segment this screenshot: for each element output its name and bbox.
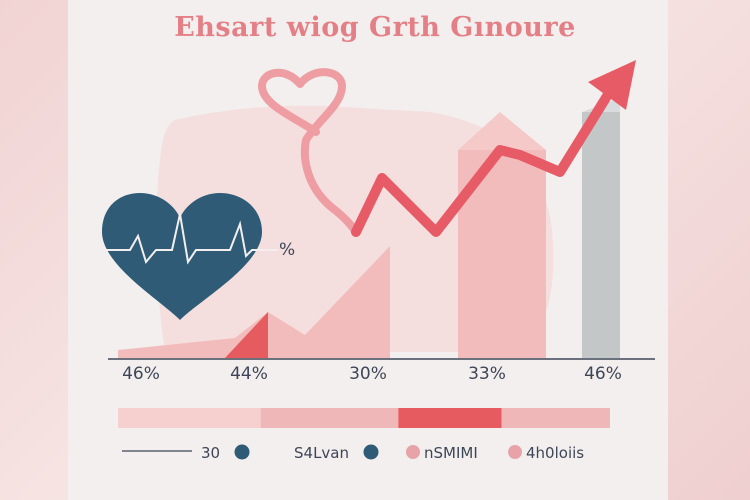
legend-marker-1: [234, 444, 250, 460]
heart-percent-label: %: [279, 240, 296, 260]
area-accent: [225, 312, 268, 358]
bar-segment-1: [118, 408, 261, 428]
tick-label-5: 46%: [584, 364, 622, 384]
legend-label-2: S4Lvan: [294, 444, 349, 462]
legend-marker-4: [508, 445, 522, 459]
pulse-line-icon: [105, 213, 278, 265]
growth-arrow-line: [351, 83, 617, 237]
growth-arrow-head: [588, 60, 636, 110]
tick-label-4: 33%: [468, 364, 506, 384]
bar-segment-2: [260, 408, 399, 428]
heart-icon: [102, 193, 262, 320]
area-series: [118, 246, 390, 358]
legend-marker-2: [363, 444, 379, 460]
legend-label-3: nSMIMI: [424, 444, 478, 462]
bar-segment-4: [501, 408, 610, 428]
tick-label-3: 30%: [349, 364, 387, 384]
legend-label-4: 4h0loiis: [526, 444, 585, 462]
legend-label-1: 30: [201, 444, 221, 462]
bottom-stacked-bar: [118, 408, 610, 428]
tick-label-1: 46%: [122, 364, 160, 384]
legend-marker-3: [406, 445, 420, 459]
bar-segment-3: [398, 408, 502, 428]
tick-label-2: 44%: [230, 364, 268, 384]
chart-title: Ehsart wiog Grth Gınoure: [174, 12, 576, 43]
outline-heart: [258, 68, 360, 236]
gray-bar: [582, 112, 620, 358]
pink-bar-top: [458, 112, 546, 150]
